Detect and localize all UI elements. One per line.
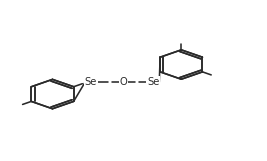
Text: Se: Se bbox=[147, 77, 160, 87]
Text: O: O bbox=[120, 77, 127, 87]
Text: Se: Se bbox=[85, 77, 97, 87]
